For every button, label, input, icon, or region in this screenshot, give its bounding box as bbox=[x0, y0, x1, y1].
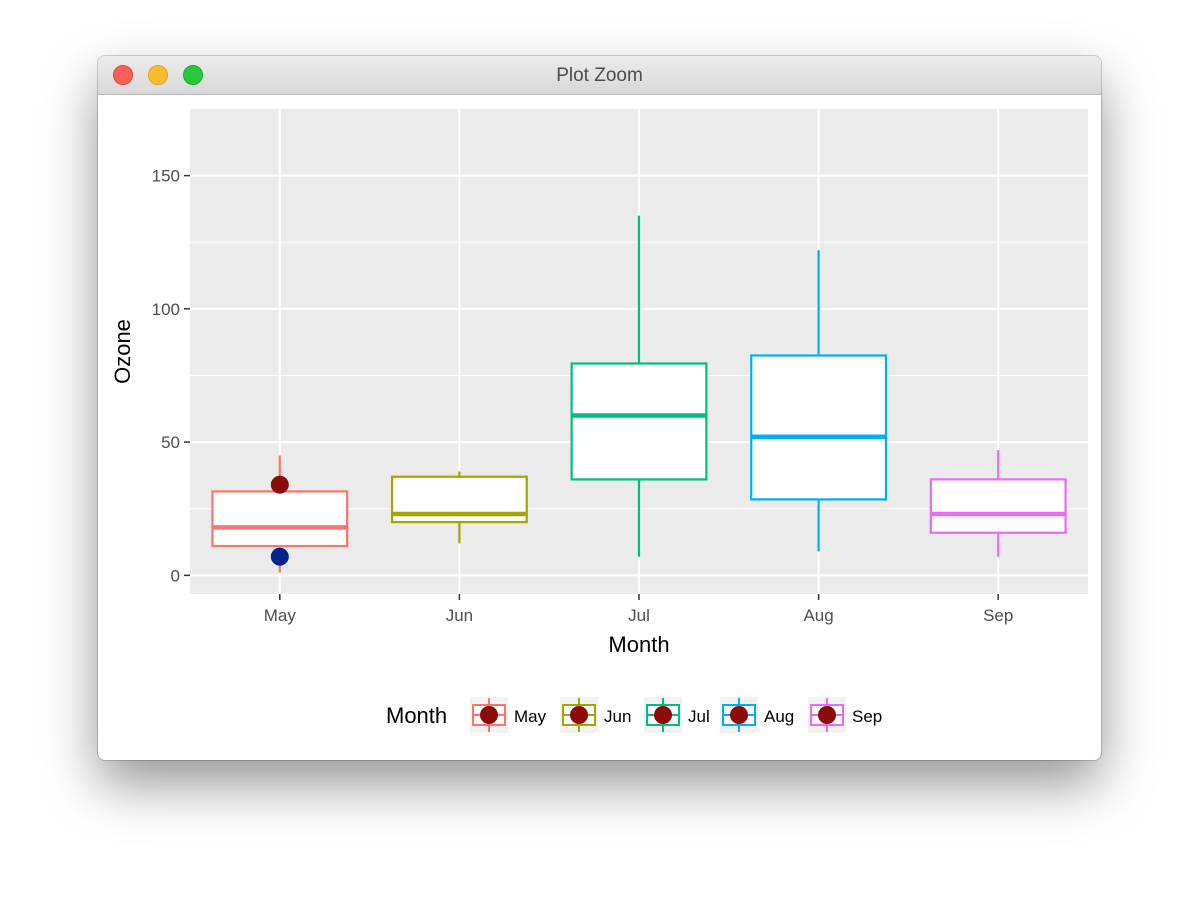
x-tick-label: Jul bbox=[628, 606, 650, 625]
x-tick-label: Sep bbox=[983, 606, 1013, 625]
plot-zoom-window: Plot Zoom 0 50 100 150 May Jun Jul Aug Sep Month O… bbox=[98, 56, 1101, 760]
title-bar[interactable]: Plot Zoom bbox=[98, 56, 1101, 95]
minimize-button[interactable] bbox=[148, 65, 168, 85]
box-sep bbox=[929, 478, 1067, 534]
legend-label: Jul bbox=[688, 707, 710, 726]
y-tick-label: 100 bbox=[152, 300, 180, 319]
x-tick-label: Aug bbox=[803, 606, 833, 625]
y-tick-label: 50 bbox=[161, 433, 180, 452]
legend-key-point bbox=[730, 706, 748, 724]
legend-label: Jun bbox=[604, 707, 631, 726]
plot-canvas: 0 50 100 150 May Jun Jul Aug Sep Month Ozone Month M… bbox=[110, 109, 1088, 733]
window-title: Plot Zoom bbox=[556, 65, 643, 86]
legend-label: Sep bbox=[852, 707, 882, 726]
x-tick-label: Jun bbox=[446, 606, 473, 625]
data-point bbox=[270, 547, 289, 566]
legend-key-point bbox=[570, 706, 588, 724]
box-jul bbox=[570, 362, 708, 481]
legend-key-point bbox=[818, 706, 836, 724]
x-axis-title: Month bbox=[608, 632, 669, 657]
y-tick-label: 150 bbox=[152, 167, 180, 186]
legend-title: Month bbox=[386, 703, 447, 728]
close-button[interactable] bbox=[113, 65, 133, 85]
legend-key-point bbox=[654, 706, 672, 724]
legend-label: May bbox=[514, 707, 547, 726]
y-axis-title: Ozone bbox=[110, 319, 135, 384]
box-aug bbox=[750, 354, 888, 501]
box-may bbox=[211, 490, 349, 548]
legend-key-point bbox=[480, 706, 498, 724]
data-point bbox=[270, 475, 289, 494]
x-tick-label: May bbox=[264, 606, 297, 625]
y-tick-label: 0 bbox=[171, 566, 180, 585]
legend-label: Aug bbox=[764, 707, 794, 726]
zoom-button[interactable] bbox=[183, 65, 203, 85]
